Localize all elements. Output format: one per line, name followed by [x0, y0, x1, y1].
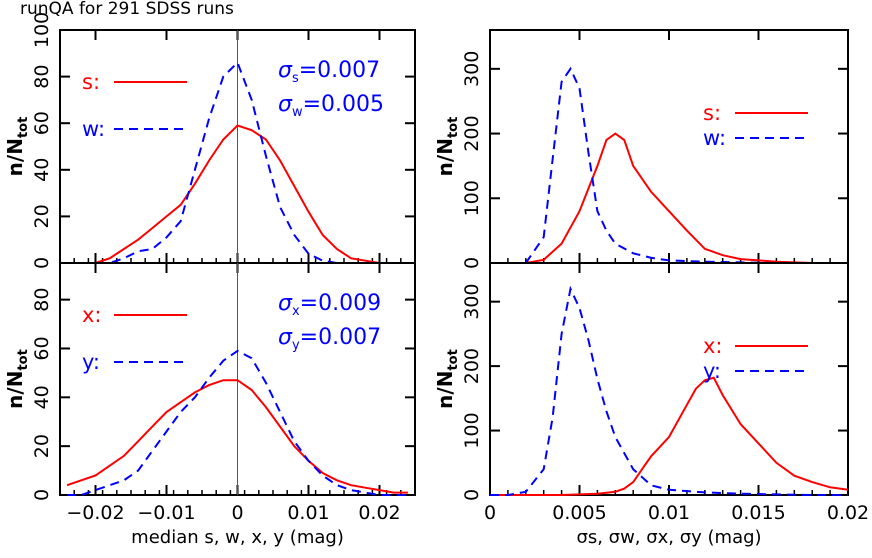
y-tick-label: 20	[31, 434, 53, 458]
y-tick-label: 200	[461, 348, 483, 384]
panel-top-right: 0 100 200 300 n/Ntot s:w:	[433, 29, 849, 269]
series-line-w	[524, 66, 848, 264]
y-tick-label: 40	[31, 385, 53, 409]
y-tick-label: 100	[31, 12, 53, 48]
series-line-s	[67, 124, 408, 264]
y-axis-label-sub: tot	[16, 349, 31, 370]
y-axis-label-sub: tot	[16, 117, 31, 138]
sigma-annotation: σw=0.005	[278, 92, 384, 120]
y-tick-label: 100	[461, 180, 483, 216]
legend-label-s: s:	[82, 70, 100, 94]
y-axis-label-main: n/N	[433, 371, 457, 409]
y-tick-label: 300	[461, 51, 483, 87]
x-tick-label: 0.015	[731, 502, 785, 524]
x-axis-label: median s, w, x, y (mag)	[131, 527, 344, 548]
y-axis-label-sub: tot	[446, 117, 461, 138]
x-tick-label: 0.02	[358, 502, 400, 524]
sigma-value: =0.007	[300, 325, 381, 350]
series-line-x	[66, 379, 408, 494]
y-tick-label: 300	[461, 284, 483, 320]
y-tick-label: 60	[31, 111, 53, 135]
series-line-y	[490, 285, 848, 496]
y-tick-label: 80	[31, 288, 53, 312]
legend-label-w: w:	[82, 117, 105, 141]
x-tick-label: 0.01	[287, 502, 329, 524]
legend-label-s: s:	[703, 101, 721, 125]
plot-frame	[489, 29, 849, 264]
x-tick-label: 0.02	[827, 502, 869, 524]
legend-label-y: y:	[82, 350, 100, 374]
legend-label-x: x:	[82, 303, 102, 327]
y-axis-label: n/Ntot	[3, 349, 31, 409]
sigma-annotation: σy=0.007	[278, 325, 381, 353]
series-line-s	[525, 132, 848, 264]
sigma-value: =0.009	[300, 291, 381, 316]
sigma-symbol: σ	[278, 58, 293, 83]
x-tick-label: 0	[231, 502, 243, 524]
sigma-subscript: s	[292, 71, 299, 86]
legend-label-y: y:	[703, 359, 721, 383]
y-axis-label-sub: tot	[446, 349, 461, 370]
x-tick-label: 0	[484, 502, 496, 524]
panels: 020406080100n/Ntots:w:σs=0.007σw=0.00501…	[3, 12, 869, 548]
y-axis-label-main: n/N	[3, 138, 27, 176]
sigma-symbol: σ	[278, 92, 293, 117]
x-axis-label: σs, σw, σx, σy (mag)	[576, 527, 761, 548]
sigma-symbol: σ	[278, 291, 293, 316]
sigma-subscript: w	[292, 105, 303, 120]
x-tick-label: 0.01	[648, 502, 690, 524]
y-tick-label: 80	[31, 65, 53, 89]
y-tick-label: 20	[31, 204, 53, 228]
figure-title: runQA for 291 SDSS runs	[20, 0, 234, 19]
y-axis-label: n/Ntot	[433, 117, 461, 177]
sigma-annotation: σs=0.007	[278, 58, 380, 86]
panel-bottom-left: 0 20 40 60 80 −0.02 −0.01 0 0.01 0.02 n/Ntot median…	[3, 262, 416, 548]
y-axis-label-main: n/N	[3, 371, 27, 409]
plot-frame	[489, 262, 849, 496]
sigma-value: =0.005	[303, 92, 384, 117]
series-line-x	[490, 376, 849, 496]
legend-label-w: w:	[703, 126, 726, 150]
series-line-y	[67, 349, 408, 496]
x-tick-label: −0.01	[137, 502, 195, 524]
y-tick-label: 0	[31, 489, 53, 501]
sigma-subscript: y	[292, 338, 300, 353]
y-axis-label: n/Ntot	[3, 117, 31, 177]
sigma-subscript: x	[292, 304, 300, 319]
y-axis-label-main: n/N	[433, 138, 457, 176]
y-tick-label: 0	[461, 489, 483, 501]
x-tick-label: 0.005	[552, 502, 606, 524]
x-tick-label: −0.02	[66, 502, 124, 524]
y-tick-label: 200	[461, 115, 483, 151]
y-tick-label: 0	[461, 257, 483, 269]
y-axis-label: n/Ntot	[433, 349, 461, 409]
sigma-value: =0.007	[299, 58, 380, 83]
sigma-annotation: σx=0.009	[278, 291, 381, 319]
y-tick-label: 0	[31, 257, 53, 269]
y-tick-label: 60	[31, 336, 53, 360]
sigma-symbol: σ	[278, 325, 293, 350]
legend-label-x: x:	[703, 334, 723, 358]
y-tick-label: 100	[461, 412, 483, 448]
panel-bottom-right: 0 100 200 300 0 0.005 0.01 0.015 0.02 n/Ntot σs, σ…	[433, 262, 869, 548]
y-tick-label: 40	[31, 158, 53, 182]
